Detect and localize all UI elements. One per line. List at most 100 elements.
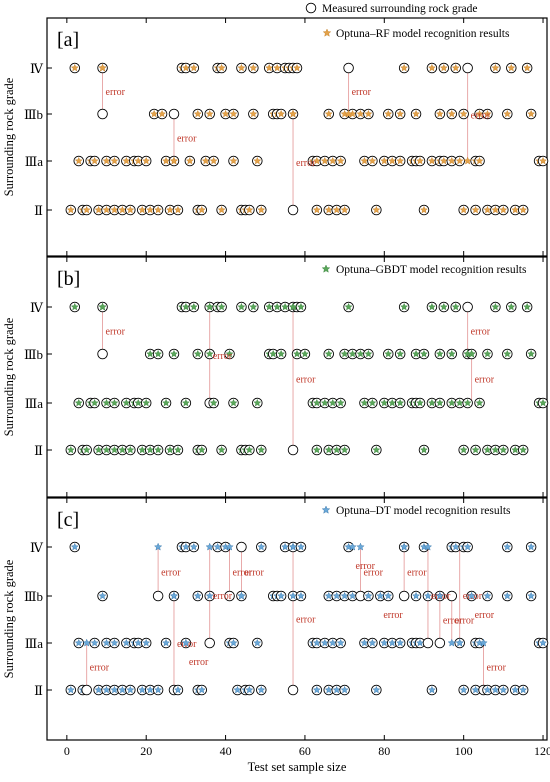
y-tick-label-IIIa: Ⅲa	[25, 636, 44, 651]
predicted-point	[503, 349, 512, 358]
predicted-point	[360, 398, 369, 407]
predicted-point	[126, 205, 135, 214]
predicted-point	[336, 638, 345, 647]
measured-point	[462, 301, 473, 313]
predicted-point	[420, 445, 428, 454]
predicted-point	[356, 349, 365, 358]
predicted-error-point	[288, 109, 298, 118]
predicted-point	[400, 63, 409, 72]
predicted-point	[527, 349, 536, 358]
panels-group: ⅣⅢbⅢaⅡ[a]errorerrorerrorerrorerrorMeasur…	[24, 2, 549, 741]
predicted-point	[368, 156, 377, 165]
predicted-point	[110, 398, 119, 407]
panel-label: [c]	[57, 509, 79, 531]
predicted-point	[205, 591, 214, 600]
predicted-error-point	[423, 542, 433, 551]
predicted-point	[527, 109, 536, 118]
error-label: error	[475, 375, 495, 386]
predicted-point	[94, 445, 103, 454]
predicted-point	[348, 349, 357, 358]
legend-measured-marker	[305, 2, 317, 14]
measured-point	[287, 204, 299, 216]
error-label: error	[443, 616, 463, 627]
predicted-error-point	[467, 591, 476, 600]
predicted-point	[102, 398, 111, 407]
predicted-point	[122, 638, 131, 647]
predicted-point	[110, 205, 119, 214]
predicted-point	[451, 63, 460, 72]
predicted-point	[491, 63, 500, 72]
predicted-error-point	[455, 638, 464, 647]
predicted-error-point	[447, 638, 456, 647]
predicted-point	[229, 398, 238, 407]
y-tick-label-IV: Ⅳ	[30, 300, 44, 315]
predicted-point	[277, 109, 286, 118]
predicted-point	[447, 109, 456, 118]
predicted-point	[70, 542, 79, 551]
predicted-error-point	[288, 302, 298, 311]
predicted-point	[138, 685, 147, 694]
predicted-point	[110, 685, 119, 694]
predicted-point	[70, 63, 79, 72]
predicted-point	[491, 302, 500, 311]
predicted-point	[154, 685, 163, 694]
predicted-point	[324, 109, 333, 118]
predicted-point	[98, 591, 107, 600]
predicted-error-point	[435, 591, 444, 600]
predicted-point	[277, 591, 286, 600]
predicted-point	[412, 109, 420, 118]
predicted-point	[364, 109, 373, 118]
predicted-point	[134, 156, 143, 165]
predicted-point	[257, 542, 266, 551]
predicted-point	[245, 685, 254, 694]
x-tick-label: 120	[534, 744, 550, 758]
predicted-point	[420, 205, 428, 214]
predicted-point	[110, 445, 119, 454]
predicted-point	[372, 445, 381, 454]
measured-point	[97, 108, 108, 120]
predicted-point	[70, 302, 79, 311]
predicted-point	[412, 591, 420, 600]
predicted-error-point	[98, 63, 107, 72]
predicted-point	[491, 685, 500, 694]
y-tick-label-IV: Ⅳ	[30, 540, 44, 555]
predicted-point	[174, 445, 182, 454]
error-label: error	[407, 568, 427, 579]
predicted-point	[459, 205, 468, 214]
legend-model-marker	[321, 264, 331, 273]
predicted-point	[253, 156, 262, 165]
predicted-point	[483, 349, 492, 358]
predicted-point	[257, 445, 266, 454]
y-tick-label-II: Ⅱ	[34, 443, 43, 458]
predicted-point	[503, 109, 512, 118]
predicted-point	[142, 156, 151, 165]
predicted-point	[102, 638, 111, 647]
predicted-point	[527, 591, 536, 600]
predicted-error-point	[344, 109, 353, 118]
predicted-point	[435, 398, 444, 407]
panel-frame	[46, 17, 548, 257]
predicted-point	[181, 302, 190, 311]
measured-point	[224, 590, 235, 602]
predicted-point	[273, 63, 282, 72]
predicted-point	[428, 685, 436, 694]
predicted-point	[229, 638, 238, 647]
predicted-point	[74, 398, 83, 407]
error-label: error	[471, 327, 491, 338]
predicted-point	[324, 205, 333, 214]
predicted-point	[324, 591, 333, 600]
predicted-point	[459, 445, 468, 454]
predicted-point	[475, 398, 484, 407]
y-tick-label-IIIa: Ⅲa	[25, 396, 44, 411]
predicted-point	[217, 205, 226, 214]
predicted-point	[162, 398, 170, 407]
predicted-point	[388, 638, 397, 647]
predicted-point	[257, 205, 266, 214]
legend-model-label: Optuna–GBDT model recognition results	[336, 264, 527, 276]
predicted-point	[428, 63, 436, 72]
predicted-point	[519, 685, 528, 694]
predicted-point	[312, 398, 321, 407]
predicted-point	[523, 302, 532, 311]
panel-3: ⅣⅢbⅢaⅡ[c]errorerrorerrorerrorerrorerrore…	[24, 497, 549, 741]
predicted-point	[320, 156, 329, 165]
